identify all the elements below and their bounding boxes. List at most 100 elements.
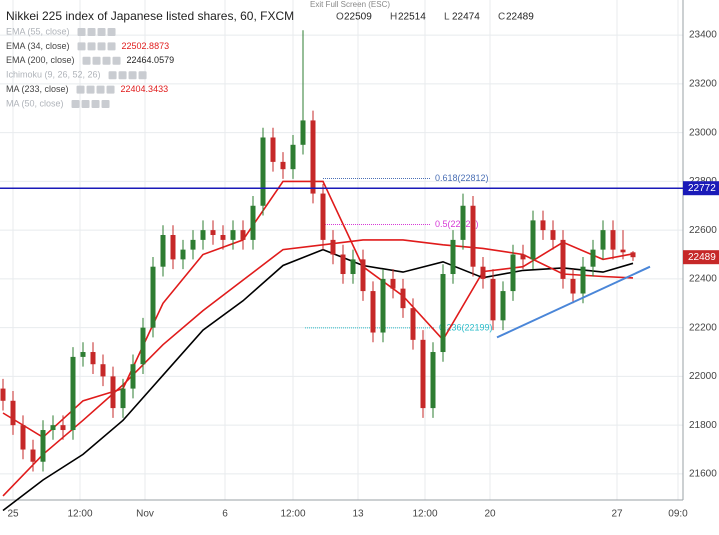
study-icon bbox=[106, 85, 115, 94]
candle-body bbox=[80, 352, 86, 357]
candle-body bbox=[520, 254, 526, 260]
x-tick-label: Nov bbox=[136, 509, 154, 520]
study-icon bbox=[77, 28, 86, 36]
candle-body bbox=[0, 388, 6, 401]
study-icon bbox=[77, 42, 86, 51]
study-name: EMA (200, close) bbox=[6, 55, 75, 65]
candle-body bbox=[450, 239, 456, 275]
x-tick-label: 12:00 bbox=[280, 509, 305, 520]
candle-body bbox=[190, 239, 196, 250]
candle-body bbox=[360, 259, 366, 292]
study-icon bbox=[101, 100, 110, 108]
study-line bbox=[2, 180, 634, 439]
candle-body bbox=[610, 230, 616, 250]
candle-body bbox=[70, 356, 76, 431]
study-icon bbox=[96, 85, 105, 94]
candle-body bbox=[330, 239, 336, 255]
candle-body bbox=[160, 235, 166, 267]
candle-body bbox=[370, 291, 376, 333]
y-tick-label: 22600 bbox=[689, 225, 717, 236]
fib-label: 0.618(22812) bbox=[435, 173, 489, 183]
price-tag bbox=[683, 250, 719, 265]
study-icon bbox=[138, 71, 147, 80]
candle-body bbox=[630, 252, 636, 258]
study-icon bbox=[108, 71, 117, 80]
hline-tag bbox=[683, 181, 719, 196]
ohlc-value: 22514 bbox=[398, 12, 426, 23]
study-value: 22404.3433 bbox=[121, 84, 169, 94]
y-tick-label: 23400 bbox=[689, 30, 717, 41]
y-tick-label: 22000 bbox=[689, 371, 717, 382]
x-tick-label: 09:0 bbox=[668, 509, 688, 520]
x-tick-label: 12:00 bbox=[67, 509, 92, 520]
candle-body bbox=[620, 249, 626, 253]
candle-body bbox=[230, 230, 236, 240]
candle-body bbox=[50, 425, 56, 431]
study-value: 22502.8873 bbox=[122, 41, 170, 51]
ohlc-key: H bbox=[390, 12, 397, 23]
study-name: Ichimoku (9, 26, 52, 26) bbox=[6, 70, 101, 80]
study-icon bbox=[102, 56, 111, 65]
study-icon bbox=[71, 100, 80, 108]
candle-body bbox=[220, 235, 226, 240]
x-tick-label: 20 bbox=[484, 509, 496, 520]
ohlc-value: 22489 bbox=[506, 12, 534, 23]
study-name: MA (50, close) bbox=[6, 98, 64, 108]
candle-body bbox=[250, 205, 256, 240]
candle-body bbox=[290, 144, 296, 170]
study-icon bbox=[112, 56, 121, 65]
y-tick-label: 21600 bbox=[689, 469, 717, 480]
x-tick-label: 6 bbox=[222, 509, 228, 520]
x-tick-label: 13 bbox=[352, 509, 364, 520]
candle-body bbox=[430, 352, 436, 409]
candle-body bbox=[560, 239, 566, 279]
candle-body bbox=[100, 364, 106, 377]
x-tick-label: 27 bbox=[611, 509, 623, 520]
study-value: 22464.0579 bbox=[127, 55, 175, 65]
y-tick-label: 23200 bbox=[689, 79, 717, 90]
candle-body bbox=[400, 288, 406, 309]
candle-body bbox=[500, 291, 506, 321]
study-icon bbox=[87, 28, 96, 36]
candle-body bbox=[180, 249, 186, 260]
candle-body bbox=[260, 137, 266, 206]
study-icon bbox=[128, 71, 137, 80]
candle-body bbox=[90, 352, 96, 365]
x-tick-label: 12:00 bbox=[412, 509, 437, 520]
candle-body bbox=[490, 278, 496, 321]
study-icon bbox=[82, 56, 91, 65]
y-tick-label: 23000 bbox=[689, 127, 717, 138]
study-icon bbox=[118, 71, 127, 80]
candle-body bbox=[10, 400, 16, 426]
y-tick-label: 21800 bbox=[689, 420, 717, 431]
study-icon bbox=[97, 28, 106, 36]
study-icon bbox=[76, 85, 85, 94]
candle-body bbox=[480, 266, 486, 279]
trendline bbox=[496, 265, 651, 339]
candle-body bbox=[440, 274, 446, 353]
candle-body bbox=[20, 425, 26, 450]
candle-body bbox=[570, 278, 576, 294]
study-icon bbox=[87, 42, 96, 51]
study-name: EMA (55, close) bbox=[6, 26, 70, 36]
fib-label: 0.5(22623) bbox=[435, 219, 479, 229]
candle-body bbox=[140, 327, 146, 365]
study-icon bbox=[81, 100, 90, 108]
candle-body bbox=[540, 220, 546, 231]
candle-body bbox=[470, 205, 476, 267]
candle-body bbox=[410, 308, 416, 340]
candle-body bbox=[270, 137, 276, 162]
candle-body bbox=[60, 425, 66, 431]
candle-body bbox=[350, 259, 356, 275]
ohlc-value: 22474 bbox=[452, 12, 480, 23]
candle-body bbox=[110, 376, 116, 409]
ohlc-key: O bbox=[336, 12, 344, 23]
x-tick-label: 25 bbox=[7, 509, 19, 520]
study-name: MA (233, close) bbox=[6, 84, 69, 94]
candle-body bbox=[30, 449, 36, 462]
candle-body bbox=[280, 161, 286, 170]
study-icon bbox=[107, 42, 116, 51]
candle-body bbox=[120, 388, 126, 409]
